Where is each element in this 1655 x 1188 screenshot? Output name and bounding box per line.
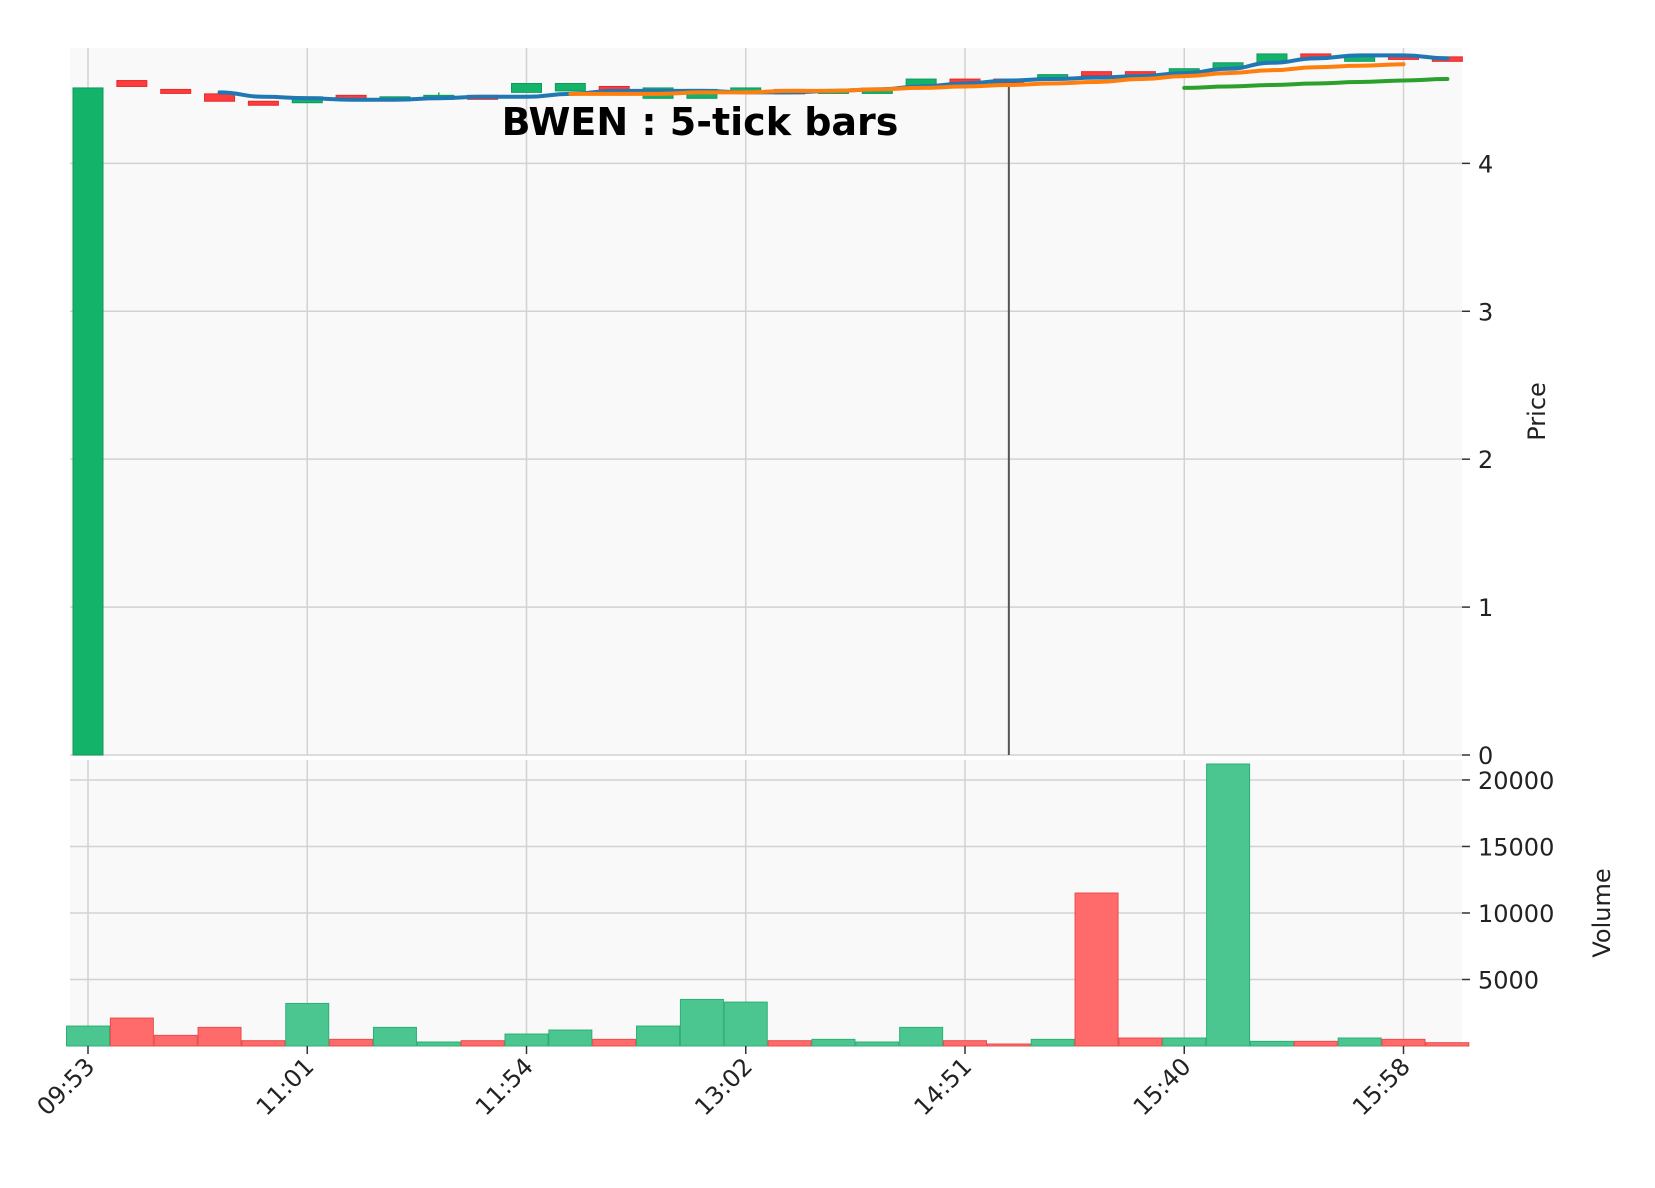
volume-bar [241,1040,286,1047]
price-tick-label: 3 [1478,298,1493,326]
price-tick-label: 1 [1478,594,1493,622]
volume-bars [66,763,1470,1047]
candle-down [1081,71,1113,77]
volume-bar [899,1026,944,1047]
price-axis-title: Price [1523,382,1551,441]
volume-bar [1293,1040,1338,1047]
candle-up [554,82,586,92]
volume-bar [636,1025,681,1047]
candle-down [204,93,236,102]
volume-bar [1381,1038,1426,1047]
volume-bar [109,1017,154,1047]
volume-bar [943,1040,987,1047]
candle-up [511,82,542,93]
volume-bar [197,1026,242,1047]
volume-bar [1425,1042,1470,1047]
volume-bar [372,1026,417,1047]
volume-bar [1206,763,1251,1047]
candle-down [160,88,192,94]
volume-bar [767,1040,812,1047]
price-tick-label: 2 [1478,446,1493,474]
volume-bar [329,1038,374,1047]
volume-bar [1030,1038,1075,1047]
candle-up [72,87,104,756]
volume-bar [1337,1037,1382,1047]
volume-bar [723,1001,768,1047]
volume-bar [986,1043,1031,1047]
volume-axis-title: Volume [1588,868,1616,957]
price-tick-label: 4 [1478,150,1493,178]
volume-tick-label: 5000 [1478,966,1539,994]
volume-bar [811,1038,856,1047]
candle-down [116,80,148,87]
candle-down [247,100,279,106]
price-tick-label: 0 [1478,742,1493,770]
volume-tick-label: 15000 [1478,833,1554,861]
chart-title: BWEN : 5-tick bars [502,100,899,144]
volume-bar [1162,1037,1207,1047]
volume-bar [679,998,724,1047]
moving-average-line-2 [568,62,1406,96]
volume-bar [1249,1040,1294,1047]
volume-bar [1118,1037,1163,1047]
volume-bar [416,1041,461,1047]
volume-bar [153,1034,198,1047]
volume-tick-label: 20000 [1478,767,1554,795]
volume-bar [504,1033,549,1047]
volume-bar [1074,892,1119,1047]
volume-tick-label: 10000 [1478,900,1554,928]
volume-bar [855,1041,900,1047]
volume-bar [285,1002,330,1047]
volume-bar [66,1025,110,1047]
volume-bar [460,1040,505,1047]
moving-average-lines [217,53,1450,102]
volume-bar [548,1029,593,1047]
volume-bar [592,1038,637,1047]
moving-average-line-3 [1182,77,1450,90]
price-panel [70,48,1462,755]
